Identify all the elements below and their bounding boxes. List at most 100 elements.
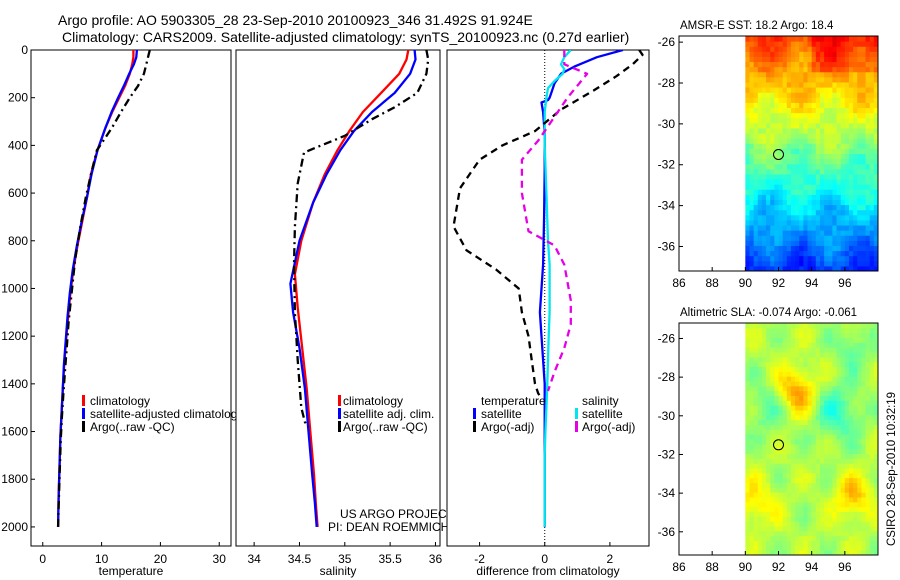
sst-cell — [848, 92, 854, 98]
sst-cell — [857, 194, 862, 200]
sla-cell — [782, 390, 788, 396]
difference-xtick-label-1: 0 — [541, 552, 548, 566]
sst-cell — [770, 225, 775, 231]
sst-cell — [799, 41, 804, 47]
sla-cell — [815, 463, 821, 469]
sla-cell — [865, 376, 871, 382]
sla-cell — [824, 381, 829, 387]
sst-cell — [873, 127, 879, 134]
sst-cell — [761, 41, 767, 47]
sla-cell — [807, 530, 813, 537]
sst-cell — [770, 245, 775, 252]
sla-cell — [819, 453, 825, 459]
sst-cell — [848, 148, 854, 154]
sla-cell — [861, 482, 867, 488]
sla-cell — [774, 390, 779, 396]
sst-cell — [844, 133, 850, 139]
sst-cell — [782, 255, 788, 262]
sla-cell — [836, 342, 842, 348]
sst-cell — [786, 158, 792, 165]
sla-cell — [824, 530, 829, 537]
sla-cell — [824, 535, 829, 541]
sla-cell — [782, 405, 788, 411]
sla-cell — [848, 492, 854, 498]
sst-cell — [753, 214, 759, 221]
sst-cell — [869, 189, 875, 195]
sla-cell — [840, 453, 846, 459]
sla-cell — [840, 385, 846, 392]
sla-cell — [873, 395, 879, 401]
sla-cell — [869, 482, 875, 488]
sla-cell — [782, 448, 788, 454]
sla-cell — [861, 540, 867, 546]
sst-cell — [811, 179, 817, 185]
sst-cell — [832, 189, 838, 195]
sla-cell — [857, 521, 862, 527]
sla-cell — [869, 443, 875, 450]
sla-cell — [865, 530, 871, 537]
sla-cell — [786, 492, 792, 498]
sst-cell — [840, 168, 846, 175]
sst-cell — [848, 36, 854, 42]
sla-cell — [749, 521, 755, 527]
sst-cell — [803, 235, 809, 241]
sst-cell — [832, 61, 838, 68]
sst-cell — [873, 225, 879, 231]
sst-cell — [782, 51, 788, 57]
sst-cell — [865, 240, 871, 246]
sla-cell — [857, 385, 862, 392]
sla-cell — [807, 371, 813, 377]
sst-cell — [840, 255, 846, 262]
sst-cell — [840, 117, 846, 124]
sla-cell — [790, 453, 796, 459]
sst-cell — [861, 153, 867, 160]
sst-cell — [853, 204, 858, 211]
sla-cell — [857, 482, 862, 488]
sla-cell — [774, 410, 779, 416]
sst-cell — [753, 260, 759, 267]
sst-cell — [774, 138, 779, 144]
sla-cell — [844, 516, 850, 522]
sst-cell — [824, 168, 829, 175]
sla-cell — [745, 492, 750, 498]
sla-cell — [757, 424, 763, 430]
sla-cell — [873, 497, 879, 503]
sla-cell — [853, 535, 858, 541]
sla-cell — [753, 400, 759, 406]
sst-cell — [761, 81, 767, 88]
sla-cell — [782, 501, 788, 508]
sst-cell — [811, 158, 817, 165]
sst-cell — [844, 46, 850, 52]
sla-cell — [844, 390, 850, 396]
sst-cell — [848, 168, 854, 175]
temperature-xtick-label-1: 10 — [95, 552, 109, 566]
sla-cell — [853, 540, 858, 546]
sst-cell — [761, 76, 767, 83]
sla-cell — [770, 347, 775, 353]
sla-cell — [865, 356, 871, 363]
sst-cell — [753, 117, 759, 124]
sst-cell — [749, 194, 755, 200]
sst-cell — [873, 71, 879, 78]
sst-cell — [790, 92, 796, 98]
sst-cell — [749, 36, 755, 42]
sst-cell — [807, 71, 813, 78]
sla-cell — [803, 463, 809, 469]
sst-cell — [774, 41, 779, 47]
sst-cell — [786, 245, 792, 252]
sla-cell — [848, 371, 854, 377]
sla-cell — [795, 545, 800, 551]
sst-cell — [790, 102, 796, 109]
sst-cell — [844, 255, 850, 262]
sla-cell — [786, 419, 792, 425]
sla-cell — [844, 361, 850, 367]
sst-cell — [819, 168, 825, 175]
sst-cell — [799, 71, 804, 78]
sla-cell — [753, 371, 759, 377]
sla-cell — [840, 516, 846, 522]
sla-cell — [790, 424, 796, 430]
sst-cell — [824, 46, 829, 52]
sla-cell — [844, 545, 850, 551]
sst-cell — [753, 71, 759, 78]
sla-cell — [848, 419, 854, 425]
